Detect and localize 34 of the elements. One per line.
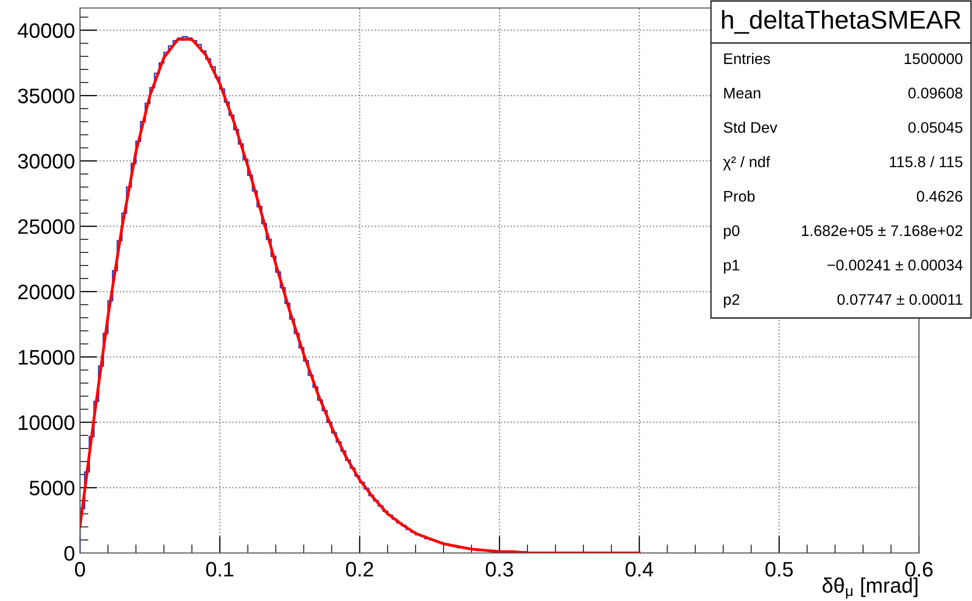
annotation: h_deltaThetaSMEAR	[722, 10, 960, 34]
annotation: p2	[724, 294, 740, 308]
y-tick-label: 15000	[18, 350, 74, 365]
y-tick-label: 35000	[18, 88, 74, 104]
annotation: χ² / ndf	[723, 156, 770, 170]
annotation: p0	[724, 225, 740, 240]
x-tick-label: 0.5	[766, 562, 793, 577]
y-tick-label: 5000	[30, 480, 74, 496]
y-tick-label: 20000	[18, 284, 74, 300]
y-tick-label: 25000	[18, 219, 74, 234]
annotation: 1500000	[904, 53, 962, 64]
annotation: 0.05045	[908, 122, 962, 133]
annotation: −0.00241 ± 0.00034	[828, 260, 963, 270]
annotation: 1.682e+05 ± 7.168e+02	[802, 225, 962, 236]
y-tick-label: 40000	[18, 23, 74, 38]
y-tick-label: 0	[64, 546, 74, 561]
annotation: Prob	[724, 190, 755, 202]
annotation: 0.4626	[916, 190, 962, 202]
y-tick-label: 10000	[18, 415, 74, 430]
annotation: 0.07747 ± 0.00011	[837, 294, 962, 305]
x-tick-label: 0.4	[626, 562, 654, 577]
x-tick-label: 0.1	[206, 562, 234, 577]
annotation: Std Dev	[724, 122, 778, 133]
x-tick-label: 0.6	[905, 562, 933, 577]
annotation: 115.8 / 115	[890, 156, 962, 168]
annotation: 0.09608	[908, 88, 962, 98]
x-tick-label: 0	[75, 562, 85, 577]
annotation: p1	[724, 260, 740, 274]
x-axis-title: δθ$_{μ}$ [mrad]	[822, 578, 918, 599]
x-tick-label: 0.2	[346, 562, 374, 577]
annotation: Entries	[724, 52, 770, 64]
y-tick-label: 30000	[18, 154, 74, 169]
x-tick-label: 0.3	[486, 562, 514, 577]
annotation: Mean	[724, 88, 760, 98]
